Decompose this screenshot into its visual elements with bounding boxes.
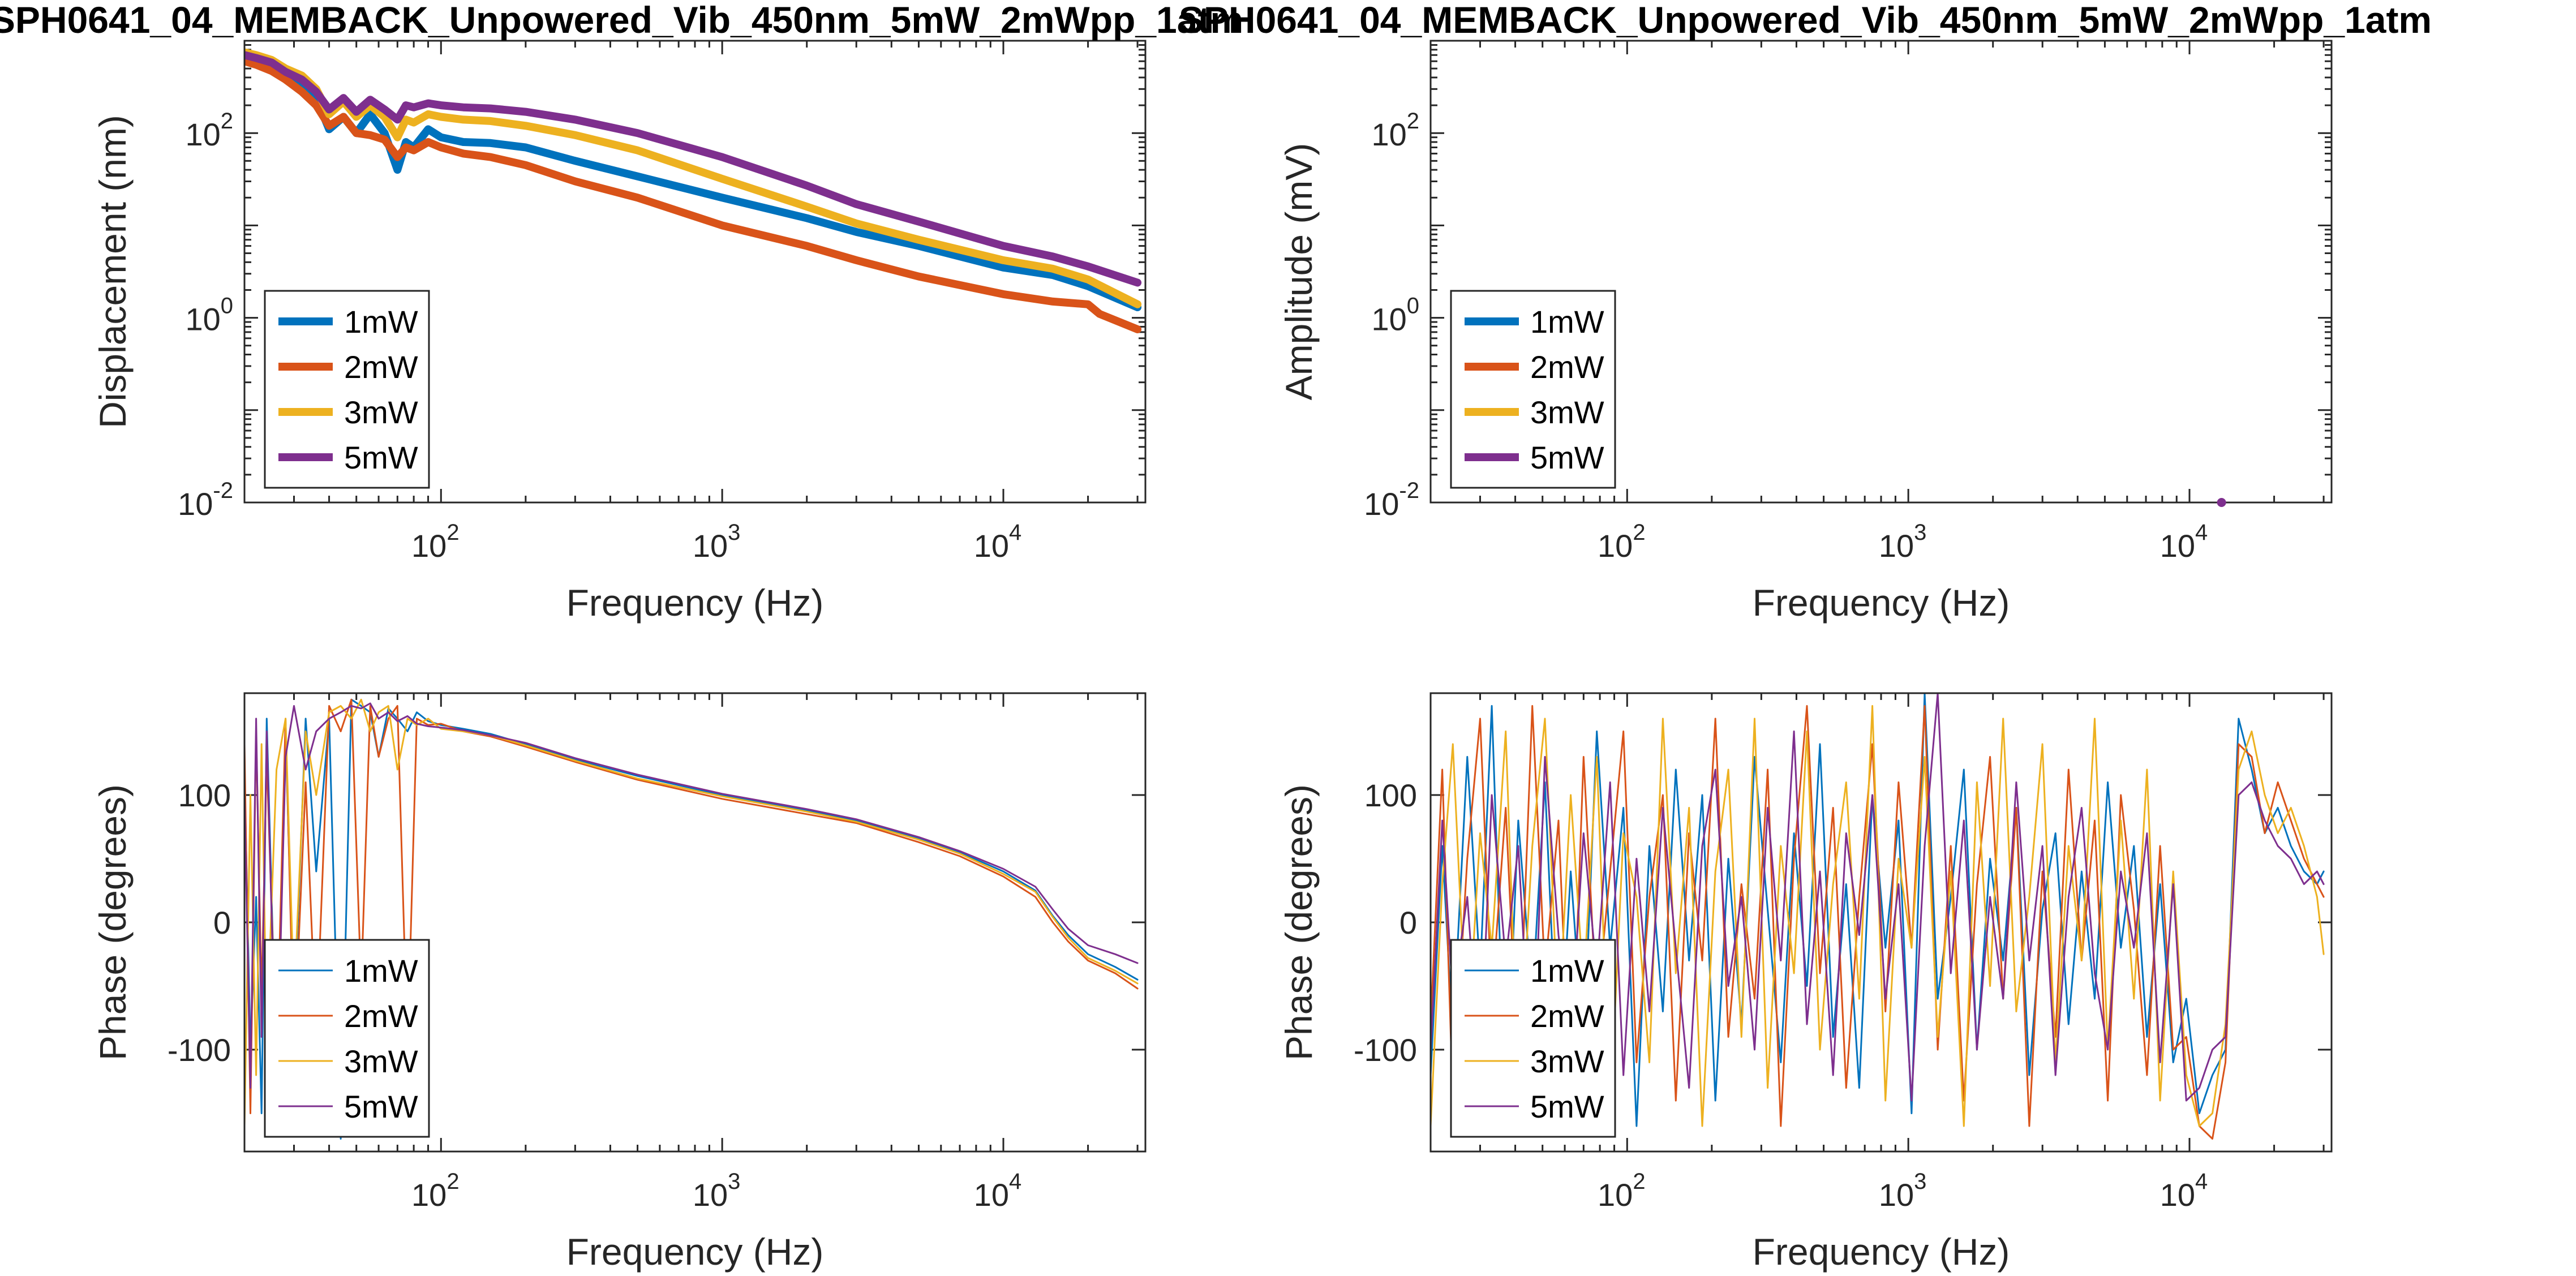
x-tick-label: 104 bbox=[2160, 1169, 2208, 1213]
x-minor-ticks bbox=[243, 693, 1139, 1152]
legend-label-2mW: 2mW bbox=[1530, 998, 1604, 1034]
axes-frame bbox=[1429, 692, 2333, 1153]
y-tick-label: 10-2 bbox=[1364, 478, 1419, 522]
legend-label-2mW: 2mW bbox=[1530, 349, 1604, 385]
y-axis-label: Phase (degrees) bbox=[92, 784, 134, 1060]
y-tick-label: 100 bbox=[185, 294, 233, 337]
legend-label-1mW: 1mW bbox=[1530, 953, 1604, 989]
y-major-ticks bbox=[1431, 794, 2332, 1051]
x-tick-label: 102 bbox=[1598, 1169, 1646, 1213]
series-2mW-line bbox=[244, 57, 1142, 333]
y-tick-label: -100 bbox=[1354, 1032, 1417, 1068]
legend-label-3mW: 3mW bbox=[1530, 1043, 1604, 1079]
x-tick-label: 103 bbox=[1879, 520, 1927, 564]
chart-title: SPH0641_04_MEMBACK_Unpowered_Vib_450nm_5… bbox=[0, 0, 1243, 41]
y-axis-label: Displacement (nm) bbox=[92, 115, 134, 428]
legend-label-1mW: 1mW bbox=[344, 304, 418, 340]
y-tick-label: 102 bbox=[1371, 109, 1419, 152]
x-tick-label: 103 bbox=[693, 520, 741, 564]
axes-phase1: 102 103 104 -100 0 100 Frequency (Hz) Phase (de… bbox=[92, 692, 1147, 1273]
y-tick-label: 100 bbox=[178, 777, 231, 813]
x-tick-label: 104 bbox=[974, 520, 1022, 564]
legend: 1mW 2mW 3mW 5mW bbox=[264, 939, 430, 1138]
x-tick-label: 102 bbox=[411, 520, 460, 564]
x-minor-ticks bbox=[243, 41, 1139, 502]
x-axis-label: Frequency (Hz) bbox=[566, 1231, 824, 1273]
series-5mW-line bbox=[244, 51, 1142, 287]
series-1mW-line bbox=[244, 54, 1142, 311]
legend-label-5mW: 5mW bbox=[1530, 440, 1604, 475]
y-tick-label: 102 bbox=[185, 109, 233, 152]
series-5mW-point bbox=[2217, 498, 2226, 507]
legend-label-2mW: 2mW bbox=[344, 349, 418, 385]
axes-disp: 102 103 104 10-2 100 102 Frequency (Hz) Displac… bbox=[92, 40, 1147, 624]
y-tick-label: 100 bbox=[1371, 294, 1419, 337]
legend: 1mW 2mW 3mW 5mW bbox=[264, 290, 430, 489]
series-group bbox=[1431, 693, 2325, 1140]
axes-frame bbox=[243, 40, 1147, 504]
series-group bbox=[244, 48, 1142, 333]
legend-label-1mW: 1mW bbox=[1530, 304, 1604, 340]
series-5mW-line bbox=[244, 702, 1139, 1102]
series-5mW-line bbox=[1431, 693, 2325, 1102]
y-tick-label: 10-2 bbox=[178, 478, 233, 522]
legend-label-5mW: 5mW bbox=[344, 1089, 418, 1124]
x-tick-label: 102 bbox=[411, 1169, 460, 1213]
series-3mW-line bbox=[244, 698, 1139, 1127]
chart-title: SPH0641_04_MEMBACK_Unpowered_Vib_450nm_5… bbox=[1179, 0, 2432, 41]
legend-label-5mW: 5mW bbox=[1530, 1089, 1604, 1124]
x-tick-label: 104 bbox=[2160, 520, 2208, 564]
axes-frame bbox=[243, 692, 1147, 1153]
legend-label-2mW: 2mW bbox=[344, 998, 418, 1034]
x-tick-label: 103 bbox=[693, 1169, 741, 1213]
legend-label-1mW: 1mW bbox=[344, 953, 418, 989]
x-axis-label: Frequency (Hz) bbox=[1753, 582, 2010, 624]
legend-box bbox=[1450, 939, 1616, 1138]
x-axis-label: Frequency (Hz) bbox=[1753, 1231, 2010, 1273]
y-axis-label: Phase (degrees) bbox=[1278, 784, 1320, 1060]
y-tick-label: 0 bbox=[1399, 905, 1417, 940]
legend-label-3mW: 3mW bbox=[344, 1043, 418, 1079]
axes-phase2: 102 103 104 -100 0 100 Frequency (Hz) Phase (de… bbox=[1278, 692, 2333, 1273]
legend-label-3mW: 3mW bbox=[344, 394, 418, 430]
series-group bbox=[244, 698, 1139, 1140]
x-tick-label: 104 bbox=[974, 1169, 1022, 1213]
legend-box bbox=[264, 939, 430, 1138]
y-tick-label: 100 bbox=[1364, 777, 1417, 813]
axes-frame bbox=[1429, 40, 2333, 504]
x-axis-label: Frequency (Hz) bbox=[566, 582, 824, 624]
y-axis-label: Amplitude (mV) bbox=[1278, 143, 1320, 401]
x-tick-label: 102 bbox=[1598, 520, 1646, 564]
y-tick-label: -100 bbox=[168, 1032, 231, 1068]
y-tick-label: 0 bbox=[213, 905, 231, 940]
legend: 1mW 2mW 3mW 5mW bbox=[1450, 939, 1616, 1138]
legend-label-3mW: 3mW bbox=[1530, 394, 1604, 430]
legend: 1mW 2mW 3mW 5mW bbox=[1450, 290, 1616, 489]
axes-amp: 102 103 104 10-2 100 102 Frequency (Hz) Amplitu… bbox=[1278, 40, 2333, 624]
legend-label-5mW: 5mW bbox=[344, 440, 418, 475]
x-tick-label: 103 bbox=[1879, 1169, 1927, 1213]
